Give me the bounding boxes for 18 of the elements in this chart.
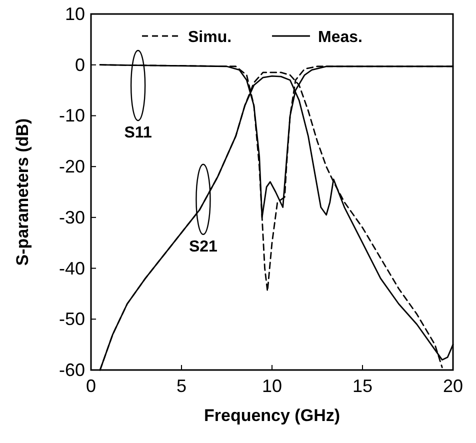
y-tick-label: 10 xyxy=(64,4,85,24)
y-tick-label: -20 xyxy=(58,156,85,177)
y-tick-label: -10 xyxy=(58,106,85,126)
annotation: S11 xyxy=(124,124,152,142)
x-tick-label: 20 xyxy=(442,376,464,396)
x-tick-label: 10 xyxy=(262,376,282,396)
y-axis-title: S-parameters (dB) xyxy=(13,118,32,266)
legend-label: Simu. xyxy=(188,29,232,46)
y-tick-label: -30 xyxy=(58,207,85,228)
legend-label: Meas. xyxy=(318,29,362,46)
y-tick-label: -50 xyxy=(58,309,85,330)
y-tick-label: -60 xyxy=(58,360,85,380)
annotation: S21 xyxy=(188,238,218,256)
y-tick-label: 0 xyxy=(74,54,85,75)
x-tick-label: 5 xyxy=(176,376,187,396)
y-tick-label: -40 xyxy=(58,258,85,278)
x-axis-title: Frequency (GHz) xyxy=(204,406,340,425)
x-tick-label: 15 xyxy=(352,376,373,396)
